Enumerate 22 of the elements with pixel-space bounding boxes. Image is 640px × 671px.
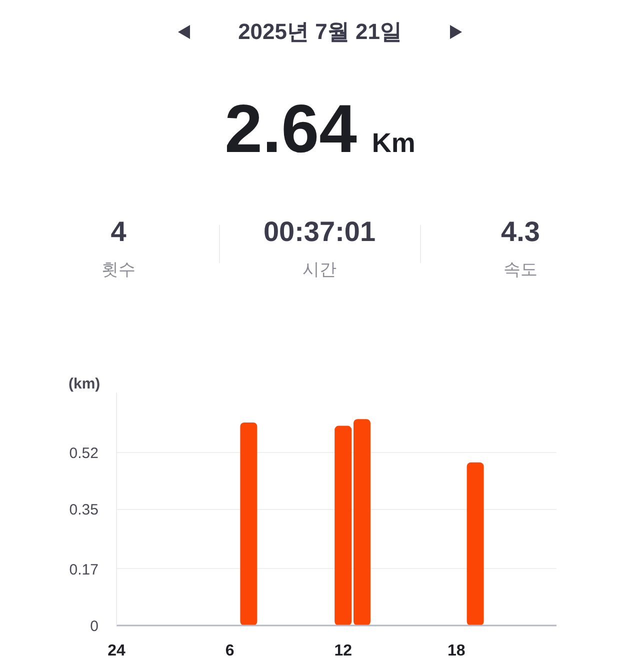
- text: 4: [110, 215, 128, 249]
- chart-title: 2025년 7월 21일: [237, 18, 403, 46]
- text: Km: [372, 128, 416, 158]
- text: 시간: [302, 259, 338, 281]
- y-tick-label: 0.17: [69, 561, 99, 578]
- text: 4.3: [500, 215, 541, 249]
- x-tick-label: 18: [448, 642, 466, 660]
- text: 2.64: [224, 91, 357, 167]
- y-tick-label: 0: [90, 618, 98, 635]
- text: 속도: [502, 259, 538, 281]
- bar: [466, 462, 484, 626]
- x-tick-label: 12: [334, 642, 352, 660]
- y-tick-label: 0.35: [69, 502, 99, 518]
- x-tick-label: 6: [225, 642, 234, 660]
- bar: [334, 426, 352, 626]
- x-tick-label: 24: [108, 642, 126, 660]
- y-tick-label: 0.52: [69, 444, 99, 462]
- text: 00:37:01: [262, 215, 377, 249]
- bar: [240, 422, 258, 626]
- text: 횟수: [100, 259, 136, 281]
- bar: [353, 419, 370, 626]
- y-axis-title: (km): [68, 376, 100, 392]
